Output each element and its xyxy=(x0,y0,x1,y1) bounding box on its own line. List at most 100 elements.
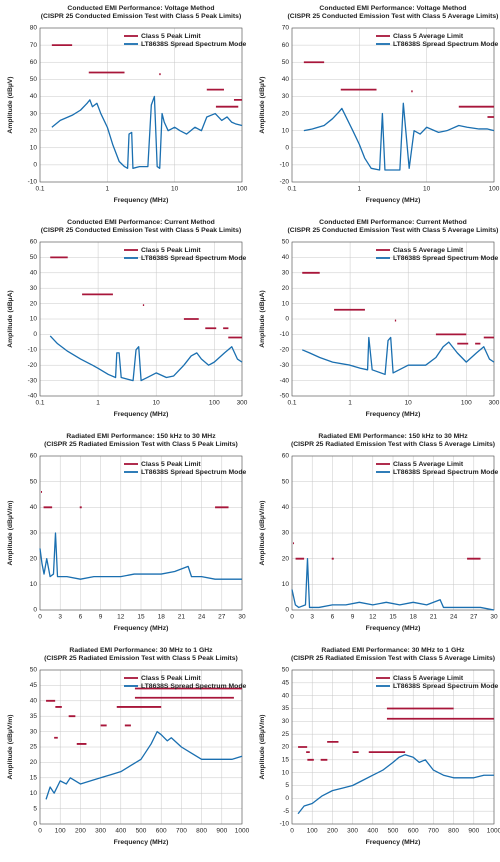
x-tick-label: 900 xyxy=(468,828,479,835)
y-tick-label: -20 xyxy=(28,362,38,369)
x-tick-label: 300 xyxy=(237,400,248,407)
limit-line xyxy=(41,491,229,509)
x-tick-label: 0.1 xyxy=(35,186,44,193)
x-tick-label: 0.1 xyxy=(35,400,44,407)
plot-frame xyxy=(291,455,495,611)
y-tick-label: 30 xyxy=(30,285,38,292)
x-tick-label: 12 xyxy=(117,614,125,621)
y-tick-label: 45 xyxy=(30,682,38,689)
limit-line xyxy=(302,271,494,345)
chart-subtitle: (CISPR 25 Radiated Emission Test with Cl… xyxy=(291,655,495,662)
x-tick-label: 200 xyxy=(75,828,86,835)
y-tick-label: 40 xyxy=(282,254,290,261)
legend-label: Class 5 Peak Limit xyxy=(141,247,201,254)
x-tick-label: 27 xyxy=(470,614,478,621)
y-tick-label: 60 xyxy=(30,59,38,66)
chart-title: Radiated EMI Performance: 30 MHz to 1 GH… xyxy=(69,647,213,654)
legend-label: LT8638S Spread Spectrum Mode xyxy=(393,683,498,690)
y-tick-label: 20 xyxy=(282,555,290,562)
x-tick-label: 900 xyxy=(216,828,227,835)
chart-subtitle: (CISPR 25 Radiated Emission Test with Cl… xyxy=(44,655,238,662)
legend-label: LT8638S Spread Spectrum Mode xyxy=(393,41,498,48)
y-tick-label: 15 xyxy=(282,757,290,764)
chart-subtitle: (CISPR 25 Conducted Emission Test with C… xyxy=(288,227,499,234)
x-tick-label: 15 xyxy=(137,614,145,621)
y-tick-label: 40 xyxy=(282,76,290,83)
x-axis-label: Frequency (MHz) xyxy=(114,197,169,204)
y-tick-label: 20 xyxy=(30,127,38,134)
x-tick-label: 10 xyxy=(153,400,161,407)
y-tick-label: 30 xyxy=(282,530,290,537)
y-tick-label: 20 xyxy=(282,285,290,292)
x-tick-label: 300 xyxy=(347,828,358,835)
chart-title: Conducted EMI Performance: Voltage Metho… xyxy=(319,5,466,12)
x-tick-label: 24 xyxy=(450,614,458,621)
spectrum-line xyxy=(291,558,495,611)
y-tick-label: 30 xyxy=(282,718,290,725)
x-tick-label: 400 xyxy=(115,828,126,835)
legend-label: Class 5 Peak Limit xyxy=(141,675,201,682)
y-tick-label: 40 xyxy=(30,93,38,100)
y-tick-label: 0 xyxy=(33,821,37,828)
x-tick-label: 800 xyxy=(196,828,207,835)
x-axis-label: Frequency (MHz) xyxy=(366,839,421,846)
y-axis-label: Amplitude (dBµV) xyxy=(7,76,14,133)
y-tick-label: -30 xyxy=(280,362,290,369)
y-tick-label: 20 xyxy=(30,759,38,766)
x-tick-label: 10 xyxy=(405,400,413,407)
legend-label: Class 5 Average Limit xyxy=(393,675,464,682)
y-tick-label: -5 xyxy=(283,808,289,815)
limit-line xyxy=(46,687,242,745)
limit-line xyxy=(51,44,242,108)
y-tick-label: 5 xyxy=(285,782,289,789)
x-tick-label: 1000 xyxy=(235,828,250,835)
y-tick-label: 20 xyxy=(282,744,290,751)
y-tick-label: -10 xyxy=(280,331,290,338)
spectrum-line xyxy=(303,102,495,171)
spectrum-line xyxy=(39,532,242,580)
y-tick-label: 60 xyxy=(30,239,38,246)
x-tick-label: 0 xyxy=(290,614,294,621)
legend-label: Class 5 Average Limit xyxy=(393,247,464,254)
y-tick-label: 50 xyxy=(30,76,38,83)
x-axis-label: Frequency (MHz) xyxy=(114,839,169,846)
y-tick-label: 40 xyxy=(282,504,290,511)
x-tick-label: 100 xyxy=(55,828,66,835)
x-tick-label: 600 xyxy=(156,828,167,835)
y-tick-label: 10 xyxy=(282,769,290,776)
x-axis-label: Frequency (MHz) xyxy=(114,625,169,632)
chart-subtitle: (CISPR 25 Conducted Emission Test with C… xyxy=(288,13,499,20)
y-tick-label: 50 xyxy=(30,667,38,674)
x-axis-label: Frequency (MHz) xyxy=(114,411,169,418)
y-tick-label: 20 xyxy=(30,300,38,307)
y-tick-label: 30 xyxy=(282,93,290,100)
y-tick-label: 80 xyxy=(30,25,38,32)
x-tick-label: 9 xyxy=(351,614,355,621)
plot-frame xyxy=(39,669,243,825)
legend-label: LT8638S Spread Spectrum Mode xyxy=(393,255,498,262)
y-tick-label: 0 xyxy=(285,316,289,323)
x-tick-label: 100 xyxy=(461,400,472,407)
spectrum-line xyxy=(51,95,243,169)
x-tick-label: 10 xyxy=(423,186,431,193)
y-tick-label: 50 xyxy=(282,478,290,485)
y-tick-label: 0 xyxy=(285,607,289,614)
x-tick-label: 18 xyxy=(158,614,166,621)
chart-panel: Conducted EMI Performance: Current Metho… xyxy=(7,219,248,418)
y-tick-label: 0 xyxy=(285,144,289,151)
y-tick-label: -40 xyxy=(280,377,290,384)
plot-frame xyxy=(291,27,495,183)
y-tick-label: -20 xyxy=(280,347,290,354)
y-tick-label: 10 xyxy=(30,316,38,323)
legend-label: Class 5 Peak Limit xyxy=(141,461,201,468)
y-axis-label: Amplitude (dBµA) xyxy=(259,290,266,348)
x-tick-label: 0.1 xyxy=(287,186,296,193)
plot-frame xyxy=(39,455,243,611)
y-tick-label: 10 xyxy=(30,144,38,151)
y-tick-label: -50 xyxy=(280,393,290,400)
legend-label: LT8638S Spread Spectrum Mode xyxy=(141,469,246,476)
y-tick-label: 10 xyxy=(30,581,38,588)
chart-subtitle: (CISPR 25 Radiated Emission Test with Cl… xyxy=(44,441,238,448)
